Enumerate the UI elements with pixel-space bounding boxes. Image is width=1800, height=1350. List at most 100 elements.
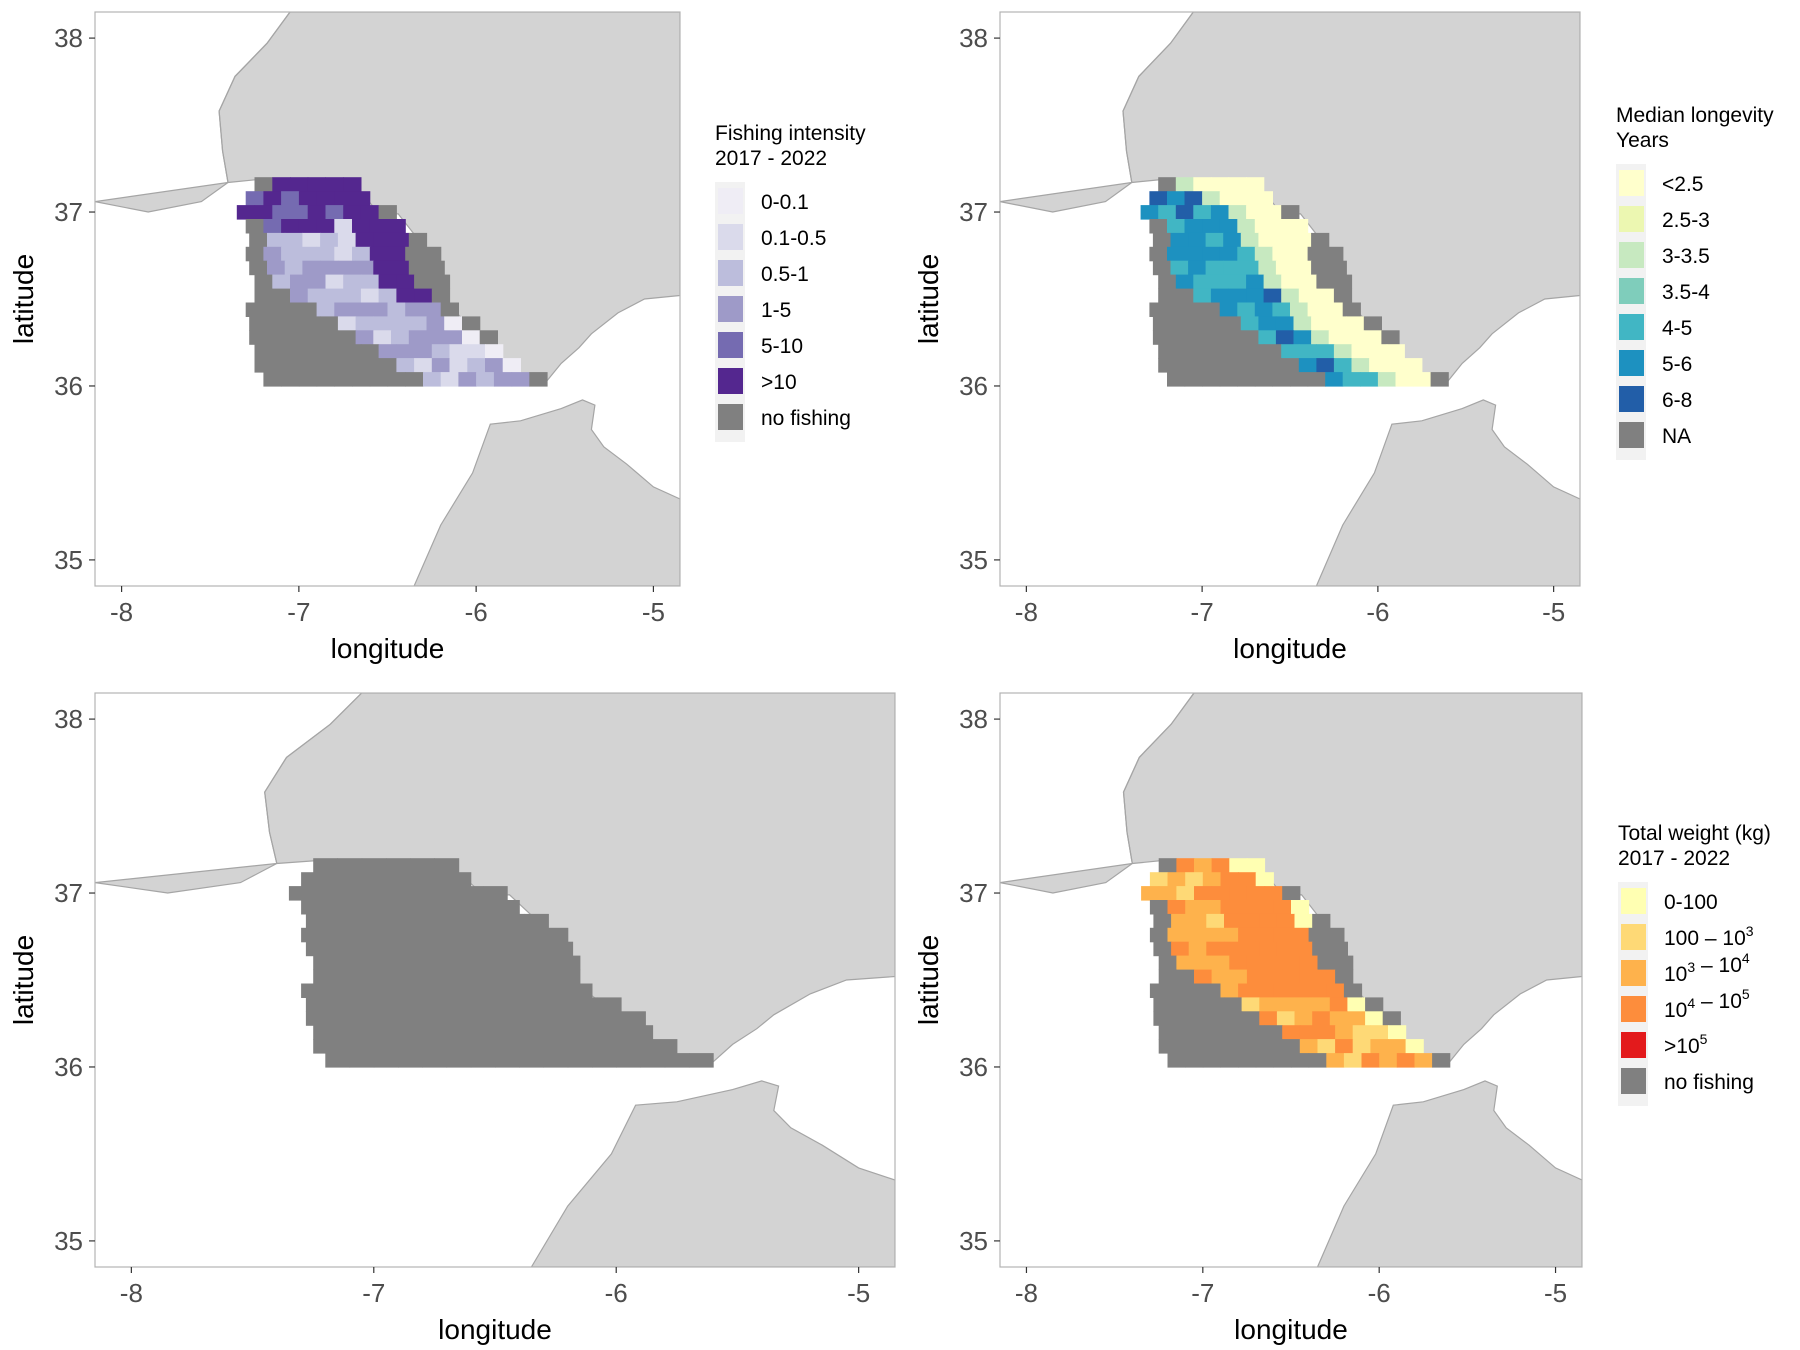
grid-cell <box>330 1011 355 1026</box>
grid-cell <box>355 232 374 248</box>
grid-cell <box>652 1039 678 1054</box>
grid-cell <box>434 886 460 901</box>
grid-cell <box>1294 1011 1313 1026</box>
legend-swatch <box>718 368 743 394</box>
grid-cell <box>475 941 501 957</box>
grid-cell <box>1246 1025 1266 1040</box>
map-area <box>1000 693 1582 1267</box>
grid-cell <box>352 372 371 387</box>
grid-cell <box>272 358 291 373</box>
x-tick-label: -6 <box>465 597 488 627</box>
grid-cell <box>426 316 445 331</box>
y-tick-label: 36 <box>54 371 83 401</box>
y-tick-label: 35 <box>54 545 83 575</box>
grid-cell <box>263 246 282 262</box>
grid-cell <box>1311 316 1330 331</box>
grid-cell <box>1167 191 1186 206</box>
grid-cell <box>1275 260 1295 276</box>
grid-cell <box>1329 997 1348 1012</box>
grid-cell <box>361 969 387 985</box>
grid-cell <box>1211 858 1230 873</box>
grid-cell <box>1430 372 1449 387</box>
grid-cell <box>427 997 452 1012</box>
legend-title: Fishing intensity <box>715 122 866 145</box>
grid-cell <box>343 288 362 304</box>
grid-cell <box>410 955 435 971</box>
grid-cell <box>1188 330 1207 345</box>
grid-cell <box>1184 372 1203 387</box>
grid-cell <box>1193 358 1212 373</box>
x-tick-label: -7 <box>1191 597 1214 627</box>
grid-cell <box>444 330 463 345</box>
grid-cell <box>1175 205 1194 220</box>
grid-cell <box>361 1025 387 1040</box>
grid-cell <box>414 274 433 290</box>
grid-cell <box>446 983 472 998</box>
grid-cell <box>1275 330 1295 345</box>
grid-cell <box>1311 232 1330 248</box>
grid-cell <box>1167 872 1186 887</box>
grid-cell <box>1335 1025 1354 1040</box>
grid-cell <box>431 288 451 304</box>
legend-swatch <box>1621 1068 1646 1094</box>
legend: Median longevity Years <2.5 2.5-3 3-3.5 3.5-… <box>1616 104 1774 460</box>
grid-cell <box>249 316 268 331</box>
grid-cell <box>396 288 415 304</box>
grid-cell <box>1298 274 1317 290</box>
grid-cell <box>408 316 428 331</box>
legend-swatch <box>1619 314 1644 340</box>
grid-cell <box>1188 913 1207 929</box>
grid-cell <box>354 941 380 957</box>
legend-swatch <box>1619 170 1644 196</box>
grid-cell <box>337 886 363 901</box>
grid-cell <box>360 344 380 359</box>
grid-cell <box>1158 1025 1177 1040</box>
grid-cell <box>290 205 309 220</box>
grid-cell <box>1205 260 1224 276</box>
border-portugal-spain <box>218 12 291 183</box>
grid-cell <box>493 372 513 387</box>
grid-cell <box>302 316 321 331</box>
grid-cell <box>1254 302 1273 317</box>
grid-cell <box>313 1025 338 1040</box>
legend-swatch <box>718 296 743 322</box>
grid-cell <box>1351 358 1370 373</box>
grid-cell <box>1193 344 1212 359</box>
grid-cell <box>1333 274 1353 290</box>
grid-cell <box>1259 1011 1278 1026</box>
grid-cell <box>1185 900 1204 915</box>
grid-cell <box>272 205 291 220</box>
grid-cell <box>290 274 309 290</box>
grid-cell <box>1188 941 1207 957</box>
grid-cell <box>298 191 318 206</box>
legend-swatch <box>1619 206 1644 232</box>
grid-cell <box>1202 246 1221 262</box>
grid-cell <box>391 330 410 345</box>
x-tick-label: -8 <box>110 597 133 627</box>
grid-cell <box>1206 913 1225 929</box>
grid-cell <box>1347 997 1366 1012</box>
grid-cell <box>267 330 286 345</box>
grid-cell <box>1176 858 1195 873</box>
grid-cell <box>446 900 472 915</box>
x-tick-label: -8 <box>1015 1278 1038 1308</box>
grid-cell <box>1193 288 1212 304</box>
grid-cell <box>1246 288 1265 304</box>
grid-cell <box>1176 1039 1195 1054</box>
grid-cell <box>1149 872 1169 887</box>
y-tick-label: 36 <box>959 1052 988 1082</box>
grid-cell <box>396 358 415 373</box>
grid-cell <box>423 372 442 387</box>
grid-cell <box>1293 232 1312 248</box>
grid-cell <box>1238 872 1257 887</box>
legend-label: 1-5 <box>761 299 791 322</box>
grid-cell <box>1275 316 1295 331</box>
grid-cell <box>1254 219 1273 234</box>
grid-cell <box>360 274 380 290</box>
grid-cell <box>1237 191 1256 206</box>
grid-cell <box>1158 274 1177 290</box>
grid-cell <box>475 1011 501 1026</box>
grid-cell <box>325 358 344 373</box>
grid-cell <box>1276 1011 1296 1026</box>
